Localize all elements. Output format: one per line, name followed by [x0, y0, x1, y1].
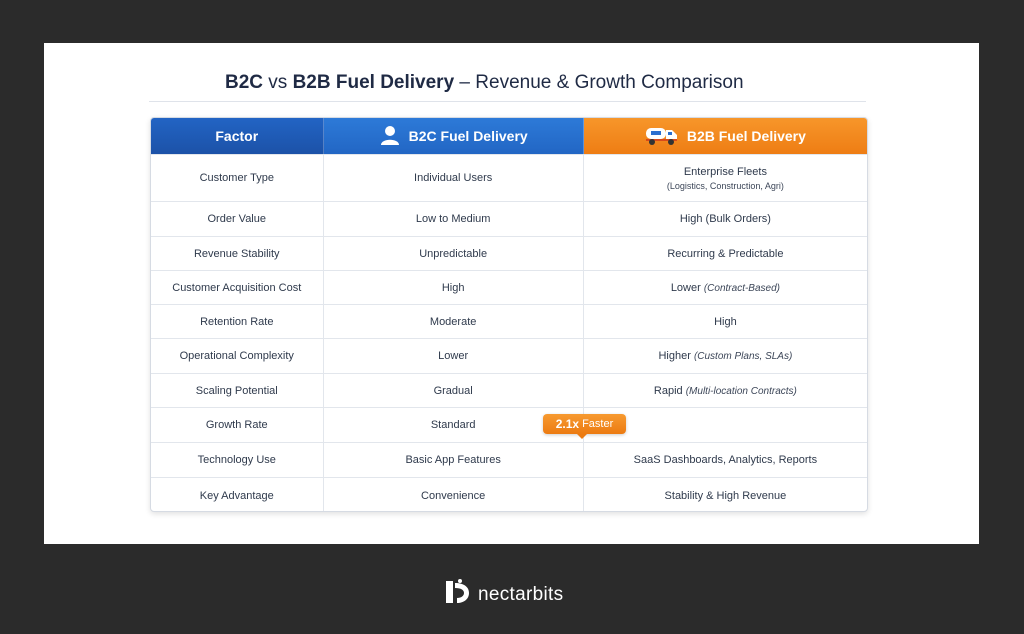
page-title: B2C vs B2B Fuel Delivery – Revenue & Gro… — [225, 72, 744, 93]
factor-cell: Growth Rate — [151, 408, 324, 442]
b2b-cell: Higher (Custom Plans, SLAs) — [658, 350, 793, 362]
factor-cell: Scaling Potential — [151, 374, 324, 407]
b2c-cell: Unpredictable — [324, 237, 584, 270]
brand-logo: nectarbits — [442, 578, 563, 611]
table-row: Scaling Potential Gradual Rapid (Multi-l… — [151, 373, 867, 407]
table-row: Order Value Low to Medium High (Bulk Ord… — [151, 201, 867, 236]
b2b-cell: SaaS Dashboards, Analytics, Reports — [633, 454, 818, 466]
factor-cell: Retention Rate — [151, 305, 324, 338]
factor-cell: Key Advantage — [151, 478, 324, 511]
nectarbits-logo-icon — [442, 578, 472, 611]
b2b-cell: High — [714, 315, 737, 328]
b2c-cell: Individual Users — [324, 155, 584, 201]
b2c-cell: Gradual — [324, 374, 584, 407]
b2b-cell: Rapid (Multi-location Contracts) — [653, 384, 797, 397]
table-row: Growth Rate Standard — [151, 407, 867, 442]
title-divider — [149, 101, 866, 102]
b2b-subtext: (Logistics, Construction, Agri) — [666, 180, 784, 191]
factor-cell: Revenue Stability — [151, 237, 324, 270]
b2b-cell: Lower (Contract-Based) — [670, 281, 780, 294]
table-row: Revenue Stability Unpredictable Recurrin… — [151, 236, 867, 270]
factor-cell: Operational Complexity — [151, 339, 324, 373]
b2b-cell: Enterprise Fleets (Logistics, Constructi… — [666, 165, 784, 191]
factor-cell: Order Value — [151, 202, 324, 236]
factor-cell: Technology Use — [151, 443, 324, 477]
badge-label: Faster — [582, 418, 614, 430]
table-row: Operational Complexity Lower Higher (Cus… — [151, 338, 867, 373]
table-row: Customer Acquisition Cost High Lower (Co… — [151, 270, 867, 304]
header-factor: Factor — [151, 118, 324, 154]
table-header: Factor B2C Fuel Delivery — [151, 118, 867, 154]
table-row: Key Advantage Convenience Stability & Hi… — [151, 477, 867, 511]
b2c-cell: Convenience — [324, 478, 584, 511]
comparison-table: Factor B2C Fuel Delivery — [150, 117, 868, 512]
b2c-cell: Low to Medium — [324, 202, 584, 236]
fuel-truck-icon — [645, 124, 679, 149]
b2b-note: (Contract-Based) — [703, 282, 780, 294]
table-row: Customer Type Individual Users Enterpris… — [151, 154, 867, 201]
b2c-cell: Basic App Features — [324, 443, 584, 477]
b2b-cell: Stability & High Revenue — [664, 489, 787, 502]
b2b-cell: Recurring & Predictable — [667, 247, 784, 260]
b2b-note: (Multi-location Contracts) — [685, 385, 797, 397]
comparison-card: B2C vs B2B Fuel Delivery – Revenue & Gro… — [44, 43, 979, 544]
user-icon — [379, 124, 401, 149]
b2b-cell — [584, 408, 867, 442]
b2c-cell: Moderate — [324, 305, 584, 338]
factor-cell: Customer Acquisition Cost — [151, 271, 324, 304]
brand-name: nectarbits — [478, 583, 564, 605]
b2b-cell: High (Bulk Orders) — [679, 213, 771, 225]
badge-value: 2.1x — [555, 417, 580, 431]
b2c-cell: Lower — [324, 339, 584, 373]
b2b-note: (Custom Plans, SLAs) — [693, 351, 793, 362]
table-row: Retention Rate Moderate High — [151, 304, 867, 338]
header-b2b: B2B Fuel Delivery — [583, 118, 867, 154]
table-row: Technology Use Basic App Features SaaS D… — [151, 442, 867, 477]
b2c-cell: High — [324, 271, 584, 304]
header-b2c: B2C Fuel Delivery — [323, 118, 584, 154]
factor-cell: Customer Type — [151, 155, 324, 201]
growth-badge: 2.1x Faster — [543, 414, 626, 439]
